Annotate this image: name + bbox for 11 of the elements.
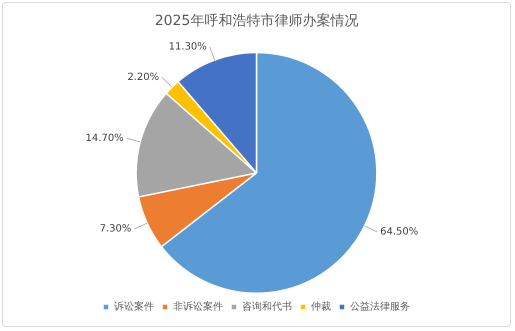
- data-label: 64.50%: [380, 226, 418, 238]
- chart-title: 2025年呼和浩特市律师办案情况: [154, 12, 358, 30]
- data-label: 7.30%: [100, 224, 132, 235]
- legend-label: 非诉讼案件: [173, 300, 223, 313]
- data-label: 14.70%: [86, 132, 124, 144]
- data-label: 2.20%: [127, 72, 160, 83]
- data-label: 11.30%: [168, 42, 207, 53]
- legend-label: 公益法律服务: [350, 300, 410, 313]
- legend-label: 仲裁: [311, 300, 331, 313]
- legend-label: 咨询和代书: [242, 300, 292, 313]
- legend-label: 诉讼案件: [114, 300, 154, 313]
